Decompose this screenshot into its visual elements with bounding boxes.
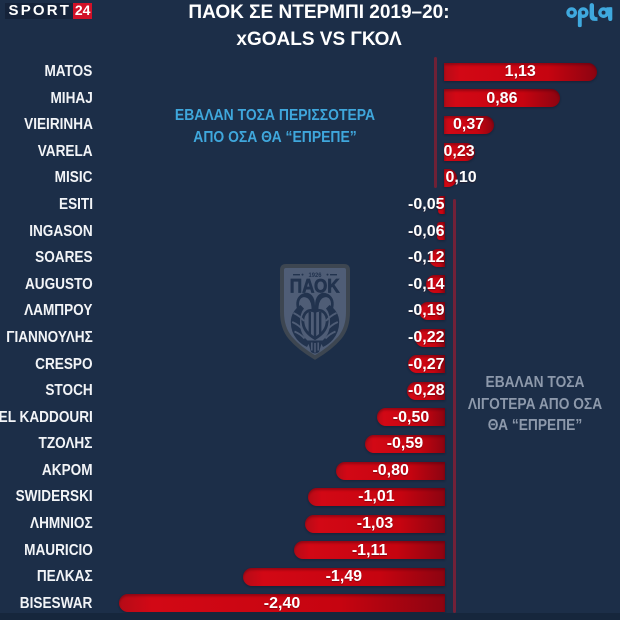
svg-text:ΠΑΟΚ: ΠΑΟΚ — [290, 276, 340, 297]
svg-text:1926: 1926 — [309, 272, 323, 279]
